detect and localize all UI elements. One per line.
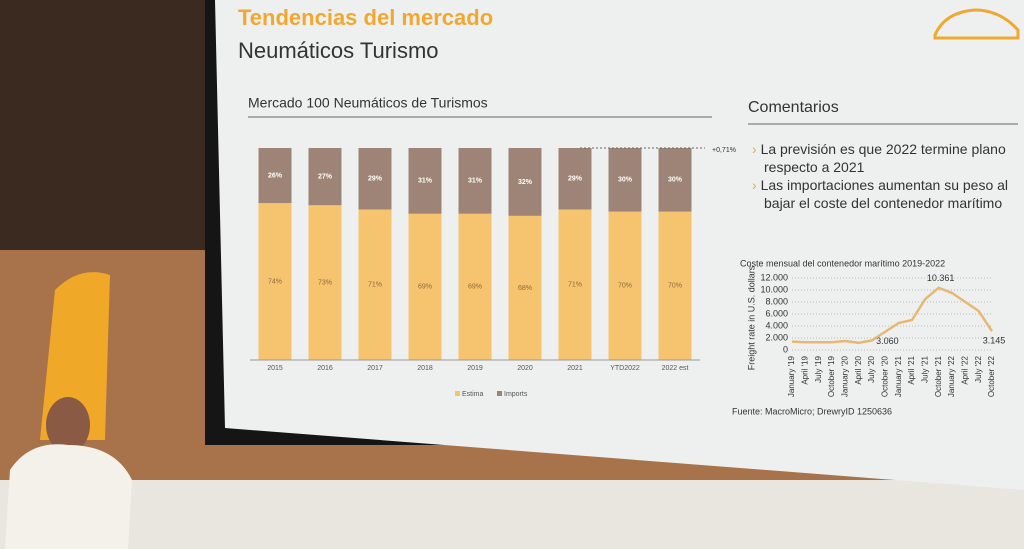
- value-label: 27%: [318, 173, 333, 180]
- window: [0, 480, 1024, 549]
- x-tick-label: October '19: [827, 355, 836, 397]
- x-tick-label: 2018: [417, 365, 433, 372]
- value-label: 69%: [468, 284, 482, 291]
- value-label: 68%: [518, 285, 532, 292]
- x-tick-label: 2017: [367, 365, 383, 372]
- value-label: 71%: [368, 282, 382, 289]
- source: Fuente: MacroMicro; DrewryID 1250636: [732, 406, 892, 416]
- value-label: 3.145: [983, 336, 1006, 346]
- bar-segment: [308, 205, 342, 360]
- slide-subtitle: Neumáticos Turismo: [238, 38, 439, 63]
- line: [791, 286, 994, 345]
- x-tick-label: 2019: [467, 365, 483, 372]
- value-label: 29%: [568, 176, 583, 183]
- bar-segment: [608, 148, 642, 212]
- bullet: › La previsión es que 2022 termine plano…: [752, 141, 1006, 175]
- banner: [40, 272, 110, 440]
- legend-label: Imports: [504, 391, 528, 398]
- bar-segment: [258, 203, 292, 360]
- comments-title: Comentarios: [748, 99, 839, 116]
- value-label: 3.060: [876, 336, 899, 346]
- y-tick-label: 4.000: [765, 320, 788, 330]
- value-label: 10.361: [927, 273, 955, 283]
- y-tick-label: 6.000: [765, 308, 788, 318]
- legend-swatch: [497, 391, 502, 396]
- x-tick-label: July '20: [867, 355, 876, 382]
- x-tick-label: January '19: [787, 355, 796, 397]
- value-label: 30%: [618, 177, 633, 184]
- value-label: 31%: [468, 178, 483, 185]
- value-label: 70%: [668, 283, 682, 290]
- bar-segment: [508, 215, 542, 360]
- x-tick-label: April '19: [800, 355, 809, 384]
- bar-segment: [558, 148, 592, 210]
- x-tick-label: October '20: [880, 355, 889, 397]
- value-label: 69%: [418, 284, 432, 291]
- value-label: 31%: [418, 178, 433, 185]
- bar-segment: [608, 211, 642, 360]
- value-label: 26%: [268, 172, 283, 179]
- person-head: [46, 397, 90, 453]
- bar-segment: [408, 148, 442, 214]
- bullets: › La previsión es que 2022 termine plano…: [752, 140, 1012, 212]
- x-tick-label: October '22: [987, 355, 996, 397]
- bar-segment: [358, 148, 392, 210]
- value-label: 32%: [518, 179, 533, 186]
- x-tick-label: April '22: [960, 355, 969, 384]
- car-icon: [933, 8, 1020, 40]
- x-tick-label: YTD2022: [610, 365, 640, 372]
- value-label: 74%: [268, 278, 282, 285]
- x-tick-label: July '19: [814, 355, 823, 382]
- y-tick-label: 2.000: [765, 332, 788, 342]
- value-label: 29%: [368, 176, 383, 183]
- x-tick-label: 2015: [267, 365, 283, 372]
- x-tick-label: April '20: [854, 355, 863, 384]
- bar-segment: [258, 148, 292, 204]
- bar-segment: [658, 148, 692, 212]
- bar-segment: [658, 211, 692, 360]
- bar-segment: [408, 213, 442, 360]
- y-axis-label: Freight rate in U.S. dollars: [746, 265, 756, 370]
- y-tick-label: 12.000: [760, 272, 788, 282]
- value-label: 70%: [618, 283, 632, 290]
- bullet-text: La previsión es que 2022 termine plano r…: [760, 141, 1006, 175]
- x-tick-label: July '22: [974, 355, 983, 382]
- x-tick-label: January '20: [840, 355, 849, 397]
- x-tick-label: 2020: [517, 365, 533, 372]
- x-tick-label: January '21: [894, 355, 903, 397]
- value-label: 30%: [668, 177, 683, 184]
- bullet: › Las importaciones aumentan su peso al …: [752, 177, 1009, 211]
- line-chart-title: Coste mensual del contenedor marítimo 20…: [740, 258, 945, 268]
- legend-label: Estima: [462, 391, 484, 398]
- value-label: 71%: [568, 282, 582, 289]
- bar-segment: [508, 148, 542, 216]
- y-tick-label: 10.000: [760, 284, 788, 294]
- person-body: [5, 444, 132, 549]
- slide-title: Tendencias del mercado: [238, 5, 493, 30]
- bullet-text: Las importaciones aumentan su peso al ba…: [760, 177, 1009, 211]
- y-tick-label: 8.000: [765, 296, 788, 306]
- x-tick-label: April '21: [907, 355, 916, 384]
- legend-swatch: [455, 391, 460, 396]
- bar-segment: [458, 148, 492, 214]
- y-tick-label: 0: [783, 344, 788, 354]
- x-tick-label: October '21: [934, 355, 943, 397]
- chart-title: Mercado 100 Neumáticos de Turismos: [248, 95, 488, 111]
- annotation: +0,71%: [712, 147, 736, 154]
- x-tick-label: July '21: [920, 355, 929, 382]
- value-label: 73%: [318, 279, 332, 286]
- x-tick-label: 2016: [317, 365, 333, 372]
- bar-segment: [308, 148, 342, 206]
- bar-segment: [558, 209, 592, 360]
- bullet-list: › La previsión es que 2022 termine plano…: [752, 140, 1012, 212]
- x-tick-label: January '22: [947, 355, 956, 397]
- x-tick-label: 2022 est: [662, 365, 689, 372]
- bar-segment: [458, 213, 492, 360]
- x-tick-label: 2021: [567, 365, 583, 372]
- bar-segment: [358, 209, 392, 360]
